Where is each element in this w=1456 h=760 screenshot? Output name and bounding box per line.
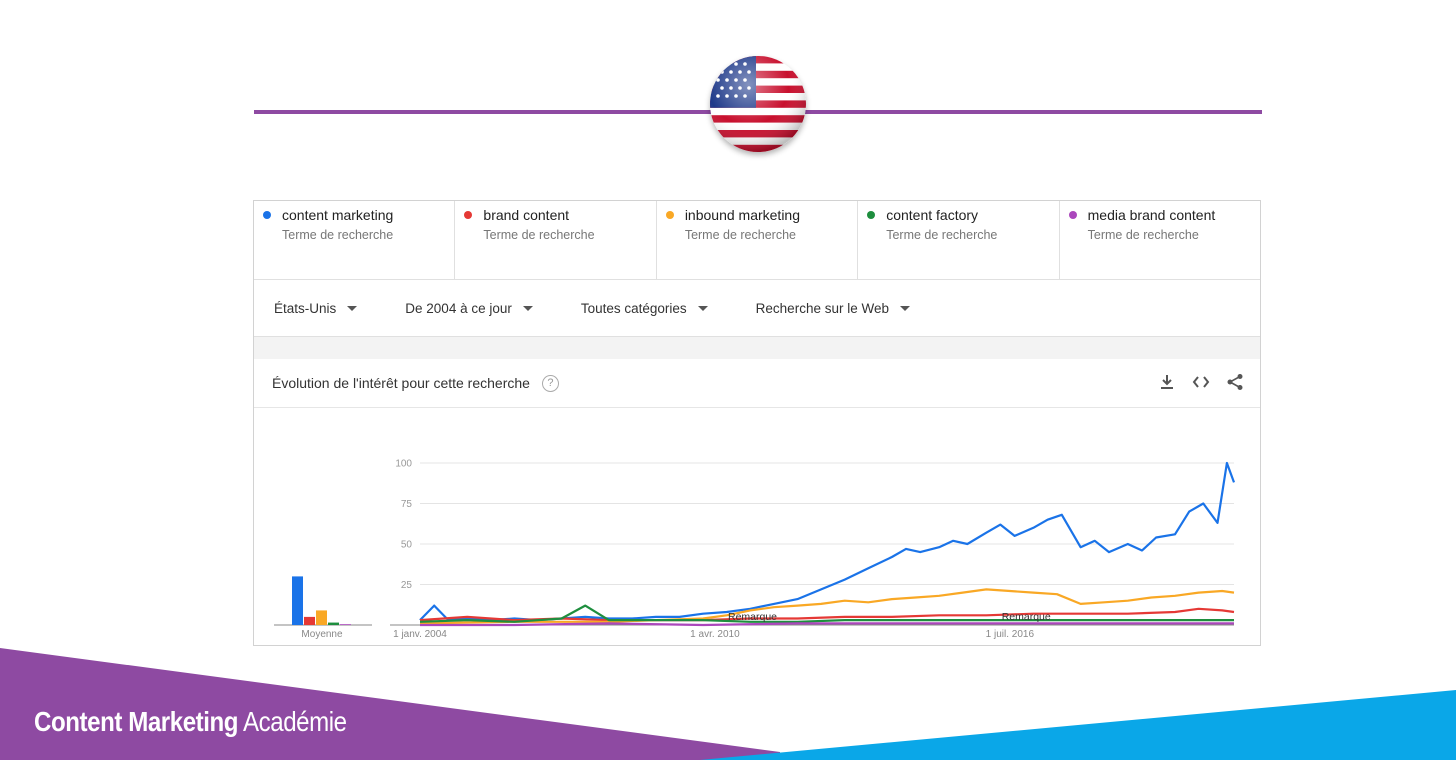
- search-type-dropdown[interactable]: Recherche sur le Web: [756, 301, 910, 316]
- term-content-factory[interactable]: content factory Terme de recherche: [858, 201, 1060, 279]
- period-dropdown[interactable]: De 2004 à ce jour: [405, 301, 533, 316]
- term-type: Terme de recherche: [282, 228, 394, 242]
- category-label: Toutes catégories: [580, 300, 687, 316]
- x-tick-label: 1 janv. 2004: [393, 629, 447, 640]
- term-name: inbound marketing: [684, 207, 800, 223]
- term-media-brand-content[interactable]: media brand content Terme de recherche: [1060, 201, 1260, 279]
- term-type: Terme de recherche: [684, 228, 796, 242]
- term-type: Terme de recherche: [1087, 228, 1199, 242]
- series-color-dot: [464, 211, 473, 219]
- region-dropdown[interactable]: États-Unis: [274, 300, 358, 316]
- series-line-media-brand-content: [420, 622, 1234, 627]
- brand-light: Académie: [242, 706, 347, 737]
- caret-down-icon: [899, 305, 910, 311]
- x-tick-label: 1 avr. 2010: [690, 629, 740, 640]
- average-bar: [304, 616, 315, 625]
- brand-logo-text: Content Marketing Académie: [34, 706, 347, 738]
- term-name: content marketing: [282, 207, 394, 223]
- category-dropdown[interactable]: Toutes catégories: [581, 301, 708, 316]
- series-color-dot: [263, 211, 271, 219]
- series-line-content-factory: [419, 604, 1234, 623]
- chart-title: Évolution de l'intérêt pour cette recher…: [272, 375, 530, 391]
- search-type-label: Recherche sur le Web: [755, 300, 889, 316]
- trends-card: content marketing Terme de recherche bra…: [253, 200, 1261, 646]
- y-tick-label: 100: [395, 459, 412, 470]
- chart-tools: [1158, 373, 1244, 391]
- term-brand-content[interactable]: brand content Terme de recherche: [455, 201, 657, 279]
- caret-down-icon: [347, 305, 358, 311]
- series-line-content-marketing: [419, 461, 1236, 622]
- chart-area: 25 50 75 100 1 janv. 2004 1 avr. 2010 1 juil. …: [254, 409, 1260, 647]
- average-bar: [316, 610, 327, 625]
- average-bar: [328, 622, 339, 625]
- annotation-label: Remarque: [728, 611, 777, 623]
- chart-header: Évolution de l'intérêt pour cette recher…: [254, 359, 1260, 408]
- caret-down-icon: [697, 305, 708, 311]
- series-line-inbound-marketing: [419, 588, 1235, 625]
- region-label: États-Unis: [274, 300, 337, 316]
- average-bar: [292, 576, 303, 625]
- share-icon[interactable]: [1226, 373, 1244, 391]
- series-color-dot: [867, 211, 876, 219]
- average-bar: [340, 624, 351, 625]
- average-label: Moyenne: [301, 629, 343, 640]
- search-terms-row: content marketing Terme de recherche bra…: [254, 201, 1260, 280]
- period-label: De 2004 à ce jour: [405, 300, 512, 316]
- y-tick-label: 50: [401, 540, 413, 551]
- annotation-label: Remarque: [1002, 611, 1051, 623]
- term-content-marketing[interactable]: content marketing Terme de recherche: [254, 201, 456, 279]
- caret-down-icon: [522, 305, 533, 311]
- term-inbound-marketing[interactable]: inbound marketing Terme de recherche: [657, 201, 859, 279]
- embed-code-icon[interactable]: [1192, 373, 1210, 391]
- y-tick-label: 25: [401, 580, 413, 591]
- term-name: brand content: [483, 207, 570, 223]
- separator-band: [254, 337, 1260, 359]
- brand-strong: Content Marketing: [34, 706, 239, 737]
- us-flag-ball-icon: [710, 56, 806, 152]
- download-icon[interactable]: [1158, 373, 1176, 391]
- filters-bar: États-Unis De 2004 à ce jour Toutes caté…: [254, 280, 1260, 337]
- help-icon[interactable]: ?: [541, 374, 559, 392]
- series-line-brand-content: [419, 607, 1235, 622]
- term-type: Terme de recherche: [483, 228, 595, 242]
- x-tick-label: 1 juil. 2016: [986, 629, 1035, 640]
- term-type: Terme de recherche: [886, 228, 998, 242]
- term-name: content factory: [886, 207, 979, 223]
- series-color-dot: [1068, 211, 1077, 219]
- bottom-banner: [0, 648, 1456, 760]
- series-color-dot: [665, 211, 674, 219]
- y-tick-label: 75: [401, 499, 413, 510]
- term-name: media brand content: [1087, 207, 1216, 223]
- trend-chart: 25 50 75 100 1 janv. 2004 1 avr. 2010 1 juil. …: [274, 459, 1236, 640]
